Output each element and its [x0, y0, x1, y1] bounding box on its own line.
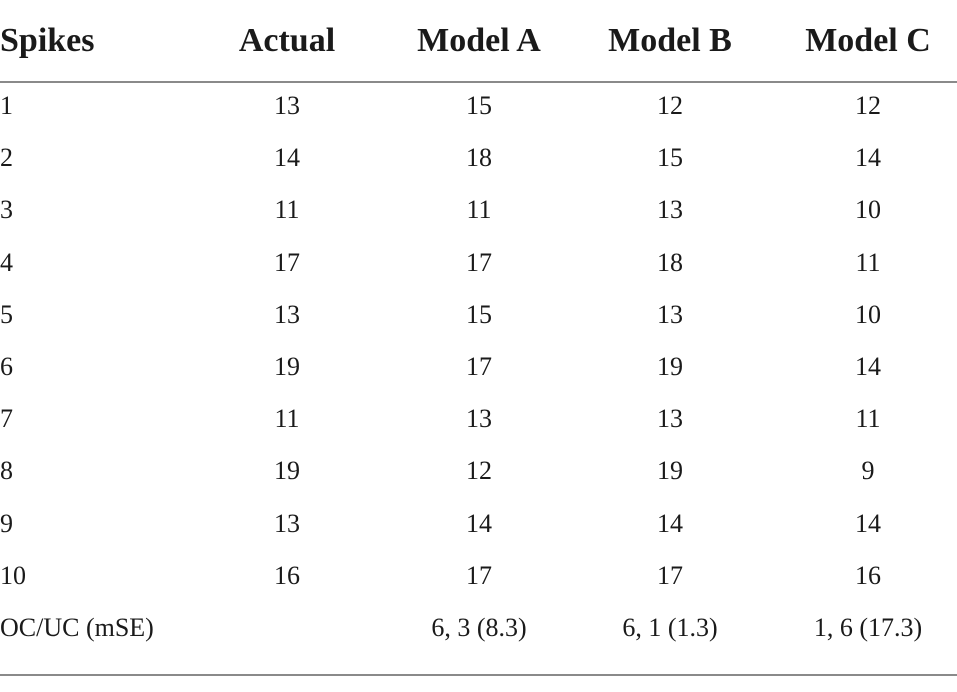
row-label: 3: [0, 195, 13, 225]
cell-value: 6, 1 (1.3): [622, 613, 718, 642]
cell-value: 17: [274, 247, 300, 277]
cell-value: 17: [466, 560, 492, 590]
cell-value: 14: [855, 352, 881, 381]
cell-value: 17: [657, 560, 683, 590]
row-label: 7: [0, 404, 13, 434]
cell-value: 11: [466, 195, 492, 225]
cell-value: 15: [466, 299, 492, 329]
cell-value: 9: [861, 456, 875, 486]
cell-value: 16: [855, 560, 881, 590]
header-cell: Model A: [417, 22, 541, 59]
cell-value: 11: [855, 404, 881, 434]
cell-value: 16: [274, 560, 300, 590]
cell-value: 13: [274, 508, 300, 538]
cell-value: 12: [466, 456, 492, 486]
cell-value: 13: [657, 404, 683, 434]
cell-value: 11: [274, 404, 300, 434]
row-label: OC/UC (mSE): [0, 613, 154, 642]
cell-value: 6, 3 (8.3): [431, 613, 527, 642]
cell-value: 14: [855, 143, 881, 173]
cell-value: 17: [466, 247, 492, 277]
cell-value: 1, 6 (17.3): [813, 613, 923, 642]
cell-value: 10: [855, 299, 881, 329]
row-label: 1: [0, 91, 13, 120]
cell-value: 13: [274, 91, 300, 120]
cell-value: 14: [466, 508, 492, 538]
cell-value: 19: [274, 456, 300, 486]
row-label: 10: [0, 560, 26, 590]
cell-value: 15: [466, 91, 492, 120]
header-cell: Model C: [805, 22, 931, 59]
cell-value: 19: [657, 456, 683, 486]
header-cell: Model B: [608, 22, 732, 59]
header-cell: Actual: [238, 22, 336, 59]
cell-value: 13: [657, 299, 683, 329]
cell-value: 11: [274, 195, 300, 225]
cell-value: 11: [855, 247, 881, 277]
cell-value: 14: [274, 143, 300, 173]
row-label: 8: [0, 456, 13, 486]
cell-value: 12: [855, 91, 881, 120]
cell-value: 14: [657, 508, 683, 538]
header-cell: Spikes: [0, 22, 95, 59]
bottom-rule: [0, 674, 957, 676]
cell-value: 13: [274, 299, 300, 329]
header-rule: [0, 81, 957, 83]
cell-value: 18: [657, 247, 683, 277]
row-label: 5: [0, 299, 13, 329]
cell-value: 17: [466, 352, 492, 381]
cell-value: 19: [274, 352, 300, 381]
row-label: 2: [0, 143, 13, 173]
cell-value: 12: [657, 91, 683, 120]
row-label: 6: [0, 352, 13, 381]
cell-value: 13: [466, 404, 492, 434]
cell-value: 13: [657, 195, 683, 225]
cell-value: 10: [855, 195, 881, 225]
cell-value: 18: [466, 143, 492, 173]
row-label: 9: [0, 508, 13, 538]
cell-value: 19: [657, 352, 683, 381]
cell-value: 15: [657, 143, 683, 173]
row-label: 4: [0, 247, 13, 277]
cell-value: 14: [855, 508, 881, 538]
